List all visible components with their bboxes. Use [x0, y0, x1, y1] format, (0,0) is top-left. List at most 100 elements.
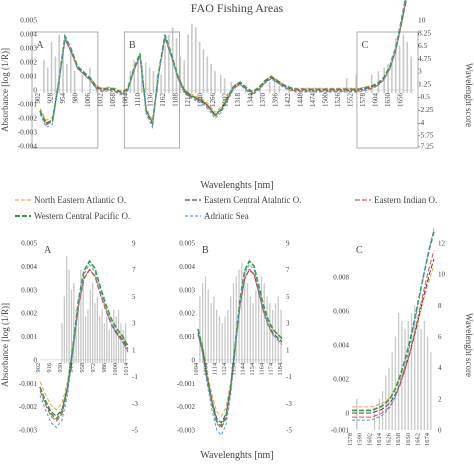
panel-label: C — [356, 245, 363, 256]
x-tick-label: 1422 — [284, 93, 292, 108]
x-tick-label: 1266 — [209, 93, 217, 108]
y2-tick-label: -5 — [132, 427, 138, 435]
x-tick-label: 944 — [68, 362, 75, 373]
y-tick-label: 0.005 — [20, 16, 37, 25]
legend-label: Eastern Central Atalntic O. — [204, 195, 301, 205]
score-bar — [221, 323, 223, 364]
score-bar — [414, 305, 416, 430]
y2-tick-label: 3 — [132, 320, 136, 328]
score-bar — [214, 71, 216, 94]
legend-label: North Eastern Atlantic O. — [34, 195, 126, 205]
score-bar — [68, 269, 70, 364]
x-tick-label: 1396 — [271, 93, 279, 108]
y2-tick-label: 4.75 — [418, 54, 431, 63]
region-box — [356, 31, 419, 149]
x-tick-label: 916 — [46, 362, 53, 373]
y2-tick-label: 7 — [132, 266, 136, 274]
score-bar — [80, 269, 82, 364]
x-tick-label: 1110 — [134, 93, 142, 107]
y2-tick-label: 3 — [286, 320, 290, 328]
score-bar — [246, 283, 249, 364]
score-bar — [61, 323, 63, 364]
score-bar — [66, 256, 68, 364]
y-tick-label: 0.004 — [179, 263, 195, 271]
x-tick-label: 930 — [57, 363, 64, 373]
score-bar — [141, 65, 143, 94]
score-bar — [164, 45, 166, 94]
score-bar — [407, 320, 409, 430]
score-bar — [223, 78, 226, 94]
y2-tick-label: -5 — [286, 427, 292, 435]
series-line-adriatic — [197, 263, 283, 436]
x-tick-label: 1344 — [246, 93, 254, 108]
region-label: A — [36, 40, 44, 51]
series-line-north_eastern_atlantic — [39, 0, 407, 122]
y-tick-label: 0.004 — [20, 30, 37, 39]
y2-tick-label: -1 — [286, 373, 292, 381]
score-bar — [356, 398, 358, 430]
panel-a: 0.005 0.004 0.003 0.002 0.001 0 -0.001 -0.002 -0… — [19, 240, 138, 435]
score-bar — [383, 67, 385, 94]
y2-tick-label: 1.25 — [418, 79, 431, 88]
score-bar — [73, 283, 75, 364]
panel-C-yticks: 0.008 0.006 0.004 0.002 0 -0.001 — [331, 274, 350, 435]
score-bar — [115, 316, 117, 364]
x-tick-label: 1154 — [249, 362, 256, 376]
score-bar — [94, 303, 96, 364]
score-bar — [191, 23, 193, 94]
score-bar — [179, 56, 182, 94]
score-bar — [244, 269, 246, 364]
score-bar — [394, 336, 397, 430]
score-bar — [81, 74, 84, 94]
score-bar — [230, 296, 232, 364]
series-line-north_eastern_atlantic — [352, 265, 435, 408]
x-tick-label: 1124 — [221, 362, 228, 376]
score-bar — [398, 45, 401, 94]
bottom-y2-axis-label: Wavelenght score — [464, 313, 474, 377]
x-tick-label: 1114 — [212, 362, 219, 375]
score-bar — [391, 56, 393, 94]
x-tick-label: 1144 — [240, 362, 247, 376]
x-tick-label: 1214 — [184, 93, 192, 108]
score-bar — [77, 296, 80, 364]
score-bar — [89, 289, 91, 364]
score-bar — [365, 85, 367, 94]
score-bar — [89, 67, 91, 94]
y2-tick-label: 1 — [132, 346, 136, 354]
bottom-y-axis-label: Absorbance [log (1/R)] — [0, 303, 10, 387]
series-line-adriatic — [352, 228, 435, 421]
score-bar — [241, 263, 243, 364]
x-tick-label: 1164 — [258, 362, 265, 376]
x-tick-label: 1650 — [405, 433, 412, 446]
score-bar — [370, 74, 373, 94]
top-score-bars — [43, 23, 412, 94]
y2-tick-label: 10 — [438, 271, 446, 279]
x-tick-label: 1474 — [309, 93, 317, 108]
y-tick-label: -0.001 — [18, 100, 38, 109]
score-bar — [249, 296, 251, 364]
x-tick-label: 1578 — [347, 433, 354, 446]
panel-C-bars — [356, 305, 432, 430]
score-bar — [218, 316, 221, 364]
x-tick-label: 1370 — [259, 93, 267, 108]
score-bar — [269, 303, 271, 364]
series-line-eastern_indian — [39, 268, 129, 422]
panel-B-y2ticks: 9 7 5 3 1 -1 -3 -5 — [286, 240, 292, 435]
panel-C-y2ticks: 12 10 8 6 4 2 0 — [438, 240, 446, 435]
x-tick-label: 1084 — [121, 92, 129, 107]
y-tick-label: -0.003 — [18, 128, 38, 137]
score-bar — [75, 309, 77, 364]
score-bar — [263, 283, 265, 364]
top-y-axis-label: Absorbance [log (1/R)] — [0, 48, 10, 132]
score-bar — [277, 296, 279, 364]
score-bar — [207, 289, 209, 364]
score-bar — [144, 62, 147, 94]
score-bar — [137, 56, 139, 94]
y2-tick-label: 9 — [132, 240, 136, 248]
x-tick-label: 902 — [34, 93, 42, 104]
x-tick-label: 1604 — [371, 93, 379, 108]
y-tick-label: 0.002 — [179, 310, 195, 318]
score-bar — [199, 296, 201, 364]
region-label: B — [129, 40, 136, 51]
score-bar — [152, 71, 155, 94]
